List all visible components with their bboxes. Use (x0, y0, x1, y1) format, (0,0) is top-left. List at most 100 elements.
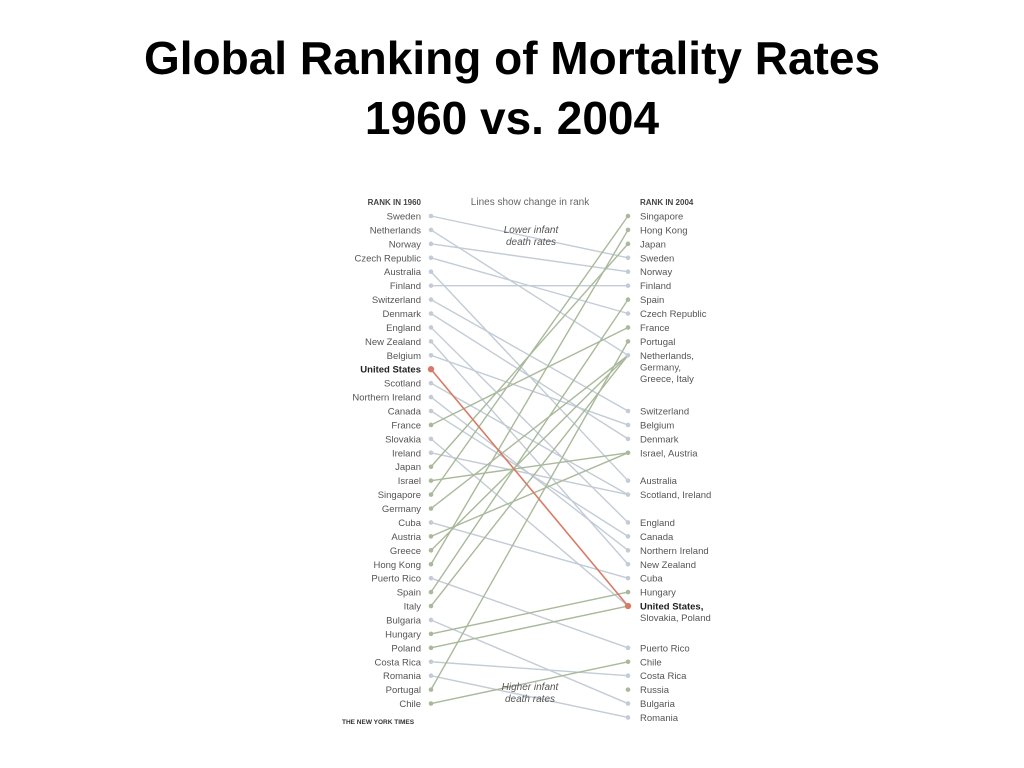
dot-1960-bulgaria (428, 617, 434, 623)
label-1960-australia: Australia (384, 267, 422, 278)
label-1960-switzerland: Switzerland (372, 295, 421, 306)
rank-labels: RANK IN 1960 RANK IN 2004 Lines show cha… (342, 197, 711, 726)
dot-2004-singapore (625, 213, 631, 219)
change-line-slovakia (430, 438, 629, 607)
dot-1960-scotland (428, 380, 434, 386)
change-line-italy (430, 354, 629, 607)
dot-1960-italy (428, 603, 434, 609)
dot-1960-chile (428, 701, 434, 706)
dot-1960-costa-rica (428, 659, 434, 665)
right-header: RANK IN 2004 (640, 198, 694, 207)
label-2004-norway: Norway (640, 267, 672, 278)
dot-1960-switzerland (428, 297, 434, 302)
label-1960-chile: Chile (399, 699, 421, 710)
dot-2004-northern-ireland (625, 548, 631, 553)
label-2004-japan: Japan (640, 239, 666, 250)
change-line-greece (430, 354, 629, 551)
label-2004-puerto-rico: Puerto Rico (640, 643, 690, 654)
dot-2004-new-zealand (625, 561, 631, 567)
label-1960-norway: Norway (389, 239, 421, 250)
dot-2004-finland (625, 283, 631, 288)
lower-annotation-line-1: Higher infant (502, 682, 560, 693)
change-line-austria (430, 452, 629, 538)
dot-1960-united-states (427, 366, 435, 373)
label-2004-romania: Romania (640, 713, 679, 724)
dot-2004-japan (625, 241, 631, 247)
label-1960-czech-republic: Czech Republic (354, 253, 421, 264)
dot-1960-japan (428, 464, 434, 470)
dot-1960-norway (428, 241, 434, 247)
dot-2004-hungary (625, 589, 631, 595)
label-1960-denmark: Denmark (382, 309, 421, 320)
left-header: RANK IN 1960 (368, 198, 422, 207)
slide-title: Global Ranking of Mortality Rates 1960 v… (0, 28, 1024, 148)
dot-1960-austria (428, 534, 434, 539)
label-2004-hungary: Hungary (640, 588, 676, 599)
dot-1960-cuba (428, 520, 434, 525)
dot-1960-france (428, 422, 434, 428)
change-line-bulgaria (430, 619, 629, 705)
top-caption: Lines show change in rank (471, 197, 590, 208)
dot-2004-united-states (624, 602, 632, 610)
label-1960-slovakia: Slovakia (385, 434, 422, 445)
change-line-scotland (430, 382, 629, 496)
dot-1960-greece (428, 548, 434, 553)
dot-1960-sweden (428, 213, 434, 219)
slide-title-line-1: Global Ranking of Mortality Rates (143, 32, 881, 84)
dot-2004-russia (625, 687, 631, 692)
label-1960-netherlands: Netherlands (370, 225, 421, 236)
label-2004-denmark: Denmark (640, 434, 679, 445)
dot-1960-puerto-rico (428, 575, 434, 581)
label-1960-austria: Austria (391, 532, 421, 543)
label-1960-belgium: Belgium (387, 351, 421, 362)
label-2004-united-states-slovakia-poland-line-1: United States, (640, 602, 703, 613)
change-line-netherlands (430, 229, 629, 356)
label-1960-israel: Israel (398, 476, 421, 487)
dot-2004-england (625, 520, 631, 525)
upper-annotation-line-2: death rates (506, 237, 556, 248)
label-2004-canada: Canada (640, 532, 674, 543)
label-2004-finland: Finland (640, 281, 671, 292)
source-credit: THE NEW YORK TIMES (342, 719, 415, 726)
label-2004-scotland-ireland: Scotland, Ireland (640, 490, 711, 501)
label-2004-switzerland: Switzerland (640, 407, 689, 418)
dot-2004-israel (625, 450, 631, 456)
label-2004-netherlands-germany-greece-italy-line-2: Germany, (640, 362, 681, 373)
change-line-sweden (430, 215, 629, 259)
label-2004-bulgaria: Bulgaria (640, 699, 676, 710)
label-2004-singapore: Singapore (640, 212, 683, 223)
dot-2004-hong-kong (625, 227, 631, 233)
label-1960-england: England (386, 323, 421, 334)
label-1960-bulgaria: Bulgaria (386, 615, 422, 626)
change-line-ireland (430, 452, 629, 496)
change-line-hong-kong (430, 229, 629, 565)
label-1960-spain: Spain (397, 588, 421, 599)
change-line-hungary (430, 591, 629, 635)
label-1960-new-zealand: New Zealand (365, 337, 421, 348)
label-2004-spain: Spain (640, 295, 664, 306)
dot-1960-hungary (428, 631, 434, 637)
dot-2004-canada (625, 534, 631, 539)
label-2004-northern-ireland: Northern Ireland (640, 546, 709, 557)
dot-1960-belgium (428, 353, 434, 358)
dot-2004-cuba (625, 575, 631, 581)
dot-1960-hong-kong (428, 561, 434, 567)
label-2004-czech-republic: Czech Republic (640, 309, 707, 320)
label-1960-scotland: Scotland (384, 379, 421, 390)
dot-1960-spain (428, 589, 434, 595)
dot-2004-bulgaria (625, 701, 631, 706)
dot-2004-sweden (625, 255, 631, 261)
dot-2004-czech-republic (625, 311, 631, 316)
label-2004-cuba: Cuba (640, 574, 663, 585)
change-line-belgium (430, 354, 629, 426)
dot-2004-portugal (625, 339, 631, 344)
lower-annotation-line-2: death rates (505, 694, 555, 705)
change-line-poland (430, 605, 629, 649)
label-1960-greece: Greece (390, 546, 421, 557)
label-1960-italy: Italy (404, 602, 422, 613)
label-1960-costa-rica: Costa Rica (375, 657, 422, 668)
change-lines (430, 215, 629, 719)
dot-2004-france (625, 325, 631, 330)
change-line-spain (430, 299, 629, 593)
label-1960-hungary: Hungary (385, 629, 421, 640)
